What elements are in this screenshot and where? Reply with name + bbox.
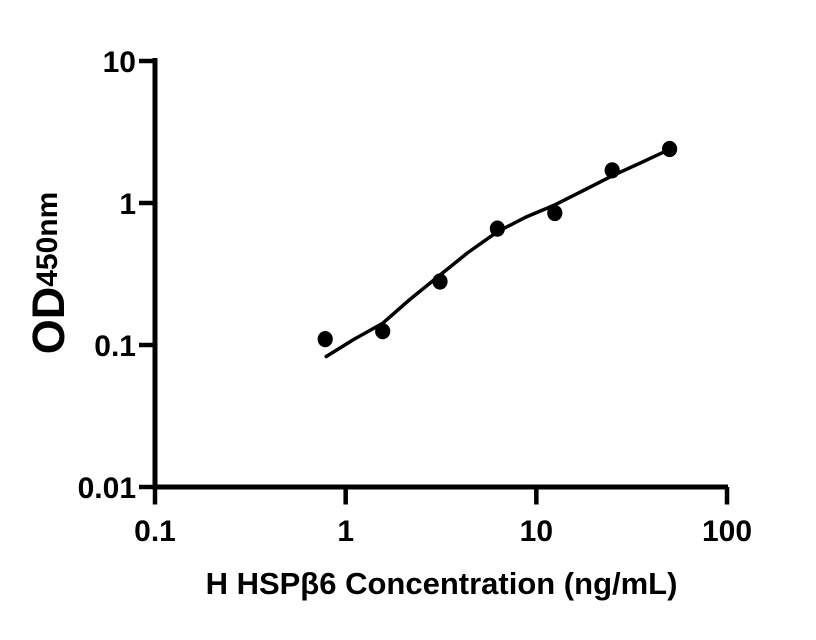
- y-axis-title-main: OD: [22, 286, 74, 355]
- data-point: [375, 323, 391, 340]
- x-axis-title: H HSPβ6 Concentration (ng/mL): [205, 566, 678, 601]
- x-tick-label: 1: [337, 515, 354, 548]
- y-tick-label: 0.1: [94, 330, 136, 363]
- data-point: [662, 140, 678, 158]
- data-point: [317, 331, 333, 348]
- data-point: [432, 273, 448, 290]
- y-tick-label: 1: [119, 188, 136, 221]
- y-axis-title-subscript: 450nm: [31, 191, 64, 287]
- y-tick-label: 10: [103, 46, 136, 79]
- x-tick-label: 100: [702, 515, 752, 548]
- x-tick-label: 10: [520, 515, 553, 548]
- x-tick-label: 0.1: [134, 515, 176, 548]
- data-point: [489, 220, 505, 237]
- data-point: [547, 204, 563, 222]
- y-tick-label: 0.01: [78, 472, 136, 505]
- data-point: [604, 162, 620, 179]
- y-axis-title: OD 450nm: [18, 173, 78, 373]
